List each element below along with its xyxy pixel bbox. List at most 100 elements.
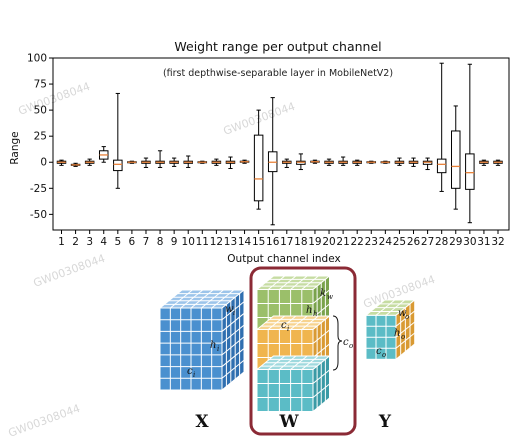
y-tick-label: 0: [40, 157, 47, 169]
box-series: [56, 62, 503, 226]
box-27: [422, 157, 433, 171]
w-out-channels-sub: o: [349, 342, 353, 350]
grid-line: [221, 359, 245, 379]
x-tick-label: 25: [393, 236, 406, 248]
watermark-text: GW00308044: [32, 252, 107, 290]
x-tick-label: 14: [238, 236, 252, 248]
x-channel-sub: i: [193, 371, 195, 379]
grid-line: [395, 332, 416, 349]
watermark-text: GW00308044: [17, 80, 92, 118]
y-tick-label: 50: [34, 105, 47, 117]
plot-frame: [52, 57, 510, 231]
x-axis: 1 2 3 4 5 6 7 8 9 10 11 12 13 14 15 16 17 18 19 20 21 22 23 24 2…: [58, 230, 505, 248]
grid-line: [201, 289, 224, 309]
box-5: [113, 92, 123, 189]
y-tick-label: 75: [34, 79, 47, 91]
box-32: [493, 159, 503, 166]
y-axis: 100 75 50 25 0 -25 -50: [27, 53, 53, 221]
input-label-x: X: [195, 412, 209, 432]
x-tick-label: 26: [407, 236, 421, 248]
x-tick-label: 13: [224, 236, 237, 248]
grid-line: [395, 321, 416, 338]
grid-line: [395, 310, 416, 327]
x-axis-label: Output channel index: [227, 253, 340, 265]
x-tick-label: 16: [266, 236, 280, 248]
box-23: [366, 160, 377, 164]
box-21: [338, 156, 348, 166]
grid-line: [211, 289, 234, 309]
grid-line: [170, 289, 193, 309]
y-width-label: w: [398, 308, 407, 319]
y-height-sub: o: [401, 333, 405, 341]
box-1: [56, 159, 67, 166]
w-out-channels-label: c: [343, 337, 349, 348]
x-tick-label: 31: [477, 236, 490, 248]
grid-line: [312, 369, 330, 384]
x-width-label: w: [225, 304, 234, 315]
x-tick-label: 30: [463, 236, 476, 248]
x-tick-label: 1: [58, 236, 65, 248]
input-tensor-cube: [158, 288, 246, 392]
x-height-label: h: [210, 340, 216, 351]
x-tick-label: 21: [336, 236, 349, 248]
box-12: [211, 158, 222, 166]
output-tensor-cube: [364, 298, 417, 361]
box-24: [380, 160, 391, 164]
x-width-sub: i: [233, 309, 235, 317]
box-7: [141, 157, 151, 168]
box-14: [239, 159, 250, 164]
grid-line: [221, 313, 245, 332]
w-height-label: h: [306, 305, 312, 316]
box-17: [282, 158, 292, 168]
y-height-label: h: [394, 328, 400, 339]
x-tick-label: 20: [322, 236, 335, 248]
box-28: [436, 62, 447, 192]
x-tick-label: 28: [435, 236, 448, 248]
iqr-box: [465, 153, 475, 190]
x-tick-label: 9: [171, 236, 178, 248]
x-tick-label: 29: [449, 236, 462, 248]
x-tick-label: 17: [280, 236, 293, 248]
box-16: [267, 97, 278, 226]
x-tick-label: 3: [86, 236, 93, 248]
y-channel-sub: o: [382, 351, 386, 359]
box-8: [155, 150, 165, 168]
x-tick-label: 32: [491, 236, 504, 248]
box-22: [352, 159, 362, 166]
x-tick-label: 7: [143, 236, 150, 248]
grid-line: [221, 348, 245, 367]
w-kernel-sub: w: [327, 293, 333, 301]
w-kernel-label: k: [320, 288, 326, 299]
x-tick-label: 8: [157, 236, 164, 248]
grid-line: [190, 289, 214, 309]
y-tick-label: 25: [34, 131, 47, 143]
x-tick-label: 19: [308, 236, 321, 248]
box-20: [324, 158, 334, 166]
w-height-sub: h: [313, 310, 318, 318]
x-tick-label: 12: [210, 236, 223, 248]
iqr-box: [451, 130, 461, 189]
x-tick-label: 6: [129, 236, 136, 248]
x-tick-label: 5: [114, 236, 121, 248]
y-channel-label: c: [376, 346, 382, 357]
watermark-text: GW00308044: [222, 100, 297, 138]
co-brace: [332, 315, 343, 371]
x-tick-label: 10: [182, 236, 195, 248]
y-width-sub: o: [405, 313, 409, 321]
chart-subtitle: (first depthwise-separable layer in Mobi…: [163, 68, 393, 79]
grid-line: [312, 343, 330, 358]
y-tick-label: -25: [30, 183, 47, 195]
grid-line: [221, 301, 245, 321]
grid-line: [312, 289, 330, 304]
weight-label-w: W: [278, 412, 299, 432]
box-29: [451, 105, 461, 210]
weight-highlight-frame: [249, 266, 357, 436]
x-tick-label: 22: [351, 236, 364, 248]
y-axis-label: Range: [9, 131, 21, 164]
iqr-box: [436, 158, 447, 174]
x-height-sub: i: [217, 345, 219, 353]
y-tick-label: 100: [27, 53, 47, 65]
w-channel-label: c: [281, 320, 287, 331]
x-tick-label: 27: [421, 236, 434, 248]
